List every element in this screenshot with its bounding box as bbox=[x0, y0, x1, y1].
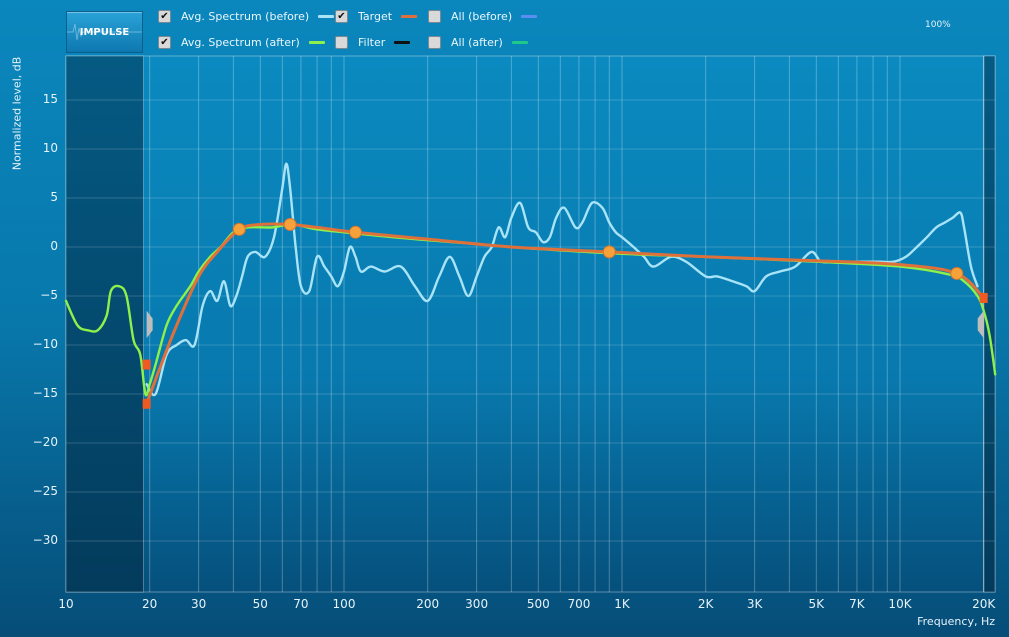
y-tick-label: 10 bbox=[42, 141, 58, 155]
checkbox-avg-before[interactable]: ✔ bbox=[158, 10, 171, 23]
y-tick-label: 5 bbox=[50, 190, 58, 204]
x-tick-label: 5K bbox=[808, 597, 825, 611]
x-tick-label: 500 bbox=[526, 597, 550, 611]
legend-all-after[interactable]: All (after) bbox=[428, 36, 528, 49]
y-tick-label: −20 bbox=[32, 435, 58, 449]
legend-avg-after[interactable]: ✔ Avg. Spectrum (after) bbox=[158, 36, 325, 49]
high-range-handle[interactable] bbox=[977, 310, 984, 339]
legend-target[interactable]: ✔ Target bbox=[335, 10, 418, 23]
impulse-label: IMPULSE bbox=[79, 26, 130, 38]
x-tick-label: 300 bbox=[465, 597, 489, 611]
range-marker bbox=[142, 398, 151, 409]
legend-swatch bbox=[511, 41, 528, 44]
range-marker bbox=[142, 359, 151, 370]
x-tick-label: 2K bbox=[697, 597, 714, 611]
range-marker bbox=[979, 292, 988, 303]
legend-swatch bbox=[394, 41, 411, 44]
x-tick-label: 10 bbox=[58, 597, 74, 611]
checkbox-avg-after[interactable]: ✔ bbox=[158, 36, 171, 49]
legend-swatch bbox=[318, 15, 335, 18]
x-tick-label: 50 bbox=[252, 597, 268, 611]
legend-filter[interactable]: Filter bbox=[335, 36, 411, 49]
x-tick-label: 100 bbox=[332, 597, 356, 611]
legend-swatch bbox=[401, 15, 418, 18]
legend-label: Avg. Spectrum (after) bbox=[181, 36, 300, 49]
target-point bbox=[602, 245, 616, 259]
y-tick-label: −30 bbox=[32, 533, 58, 547]
checkbox-target[interactable]: ✔ bbox=[335, 10, 348, 23]
checkbox-filter[interactable] bbox=[335, 36, 348, 49]
y-tick-label: −15 bbox=[32, 386, 58, 400]
x-tick-label: 20 bbox=[142, 597, 158, 611]
y-tick-label: −10 bbox=[32, 337, 58, 351]
excluded-range-1 bbox=[983, 55, 996, 593]
target-point bbox=[349, 225, 363, 239]
x-tick-label: 7K bbox=[849, 597, 865, 611]
legend-swatch bbox=[521, 15, 538, 18]
legend-label: All (before) bbox=[451, 10, 513, 23]
plot-area bbox=[65, 55, 996, 593]
x-tick-label: 20K bbox=[972, 597, 996, 611]
legend-label: Avg. Spectrum (before) bbox=[181, 10, 310, 23]
zoom-readout: 100% bbox=[925, 20, 951, 30]
x-tick-label: 1K bbox=[614, 597, 630, 611]
y-tick-label: 0 bbox=[50, 239, 58, 253]
legend-label: Filter bbox=[358, 36, 386, 49]
checkbox-all-after[interactable] bbox=[428, 36, 441, 49]
y-axis-label: Normalized level, dB bbox=[10, 56, 24, 171]
target-point bbox=[283, 217, 297, 231]
x-tick-label: 10K bbox=[888, 597, 912, 611]
waveform-icon bbox=[67, 23, 142, 41]
legend-label: Target bbox=[358, 10, 393, 23]
x-tick-label: 700 bbox=[567, 597, 591, 611]
x-tick-label: 200 bbox=[416, 597, 440, 611]
legend-all-before[interactable]: All (before) bbox=[428, 10, 538, 23]
checkbox-all-before[interactable] bbox=[428, 10, 441, 23]
y-tick-label: 15 bbox=[42, 92, 58, 106]
target-point bbox=[950, 266, 964, 280]
x-tick-label: 30 bbox=[190, 597, 207, 611]
target-point bbox=[232, 222, 246, 236]
toolbar: IMPULSE ✔ Avg. Spectrum (before) ✔ Avg. … bbox=[0, 0, 1009, 56]
x-axis-label: Frequency, Hz bbox=[917, 615, 995, 628]
y-tick-label: −5 bbox=[40, 288, 58, 302]
x-tick-label: 70 bbox=[293, 597, 309, 611]
x-tick-label: 3K bbox=[746, 597, 763, 611]
legend-label: All (after) bbox=[451, 36, 503, 49]
impulse-button[interactable]: IMPULSE bbox=[66, 11, 143, 53]
legend-avg-before[interactable]: ✔ Avg. Spectrum (before) bbox=[158, 10, 335, 23]
low-range-handle[interactable] bbox=[146, 310, 153, 339]
y-tick-label: −25 bbox=[32, 484, 58, 498]
legend-swatch bbox=[308, 41, 325, 44]
